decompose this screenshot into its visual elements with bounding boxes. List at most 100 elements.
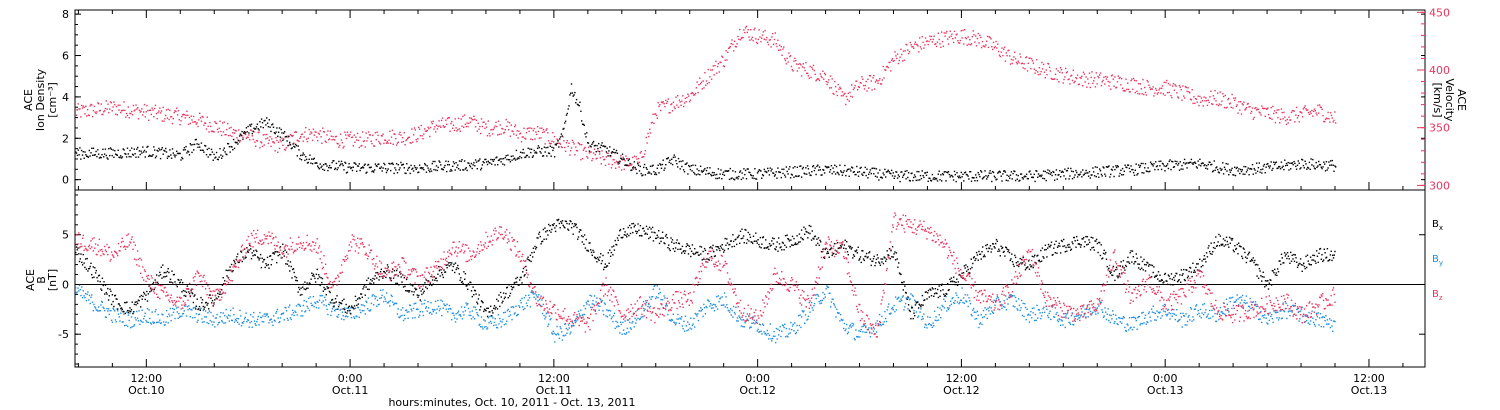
data-point xyxy=(1243,165,1245,168)
data-point xyxy=(1102,166,1104,168)
data-point xyxy=(104,284,107,286)
data-point xyxy=(1245,107,1248,109)
data-point xyxy=(829,171,831,173)
data-point xyxy=(1106,76,1108,78)
data-point xyxy=(128,117,130,119)
data-point xyxy=(640,150,642,153)
data-point xyxy=(861,326,863,328)
data-point xyxy=(205,301,208,304)
data-point xyxy=(209,121,211,124)
data-point xyxy=(258,131,260,133)
data-point xyxy=(412,170,415,172)
data-point xyxy=(761,34,764,36)
data-point xyxy=(673,154,675,156)
data-point xyxy=(1267,165,1270,167)
data-point xyxy=(1224,94,1226,97)
data-point xyxy=(1047,62,1049,65)
data-point xyxy=(1025,173,1028,175)
data-point xyxy=(123,101,125,103)
data-point xyxy=(1085,316,1087,318)
data-point xyxy=(730,43,732,45)
data-point xyxy=(1149,170,1151,172)
data-point xyxy=(513,133,515,135)
data-point xyxy=(1335,166,1337,168)
data-point xyxy=(1231,93,1233,96)
data-point xyxy=(805,61,807,64)
data-point xyxy=(1276,109,1278,111)
data-point xyxy=(989,170,991,172)
data-point xyxy=(804,173,806,175)
data-point xyxy=(1176,92,1178,94)
data-point xyxy=(947,308,950,311)
data-point xyxy=(739,171,741,173)
data-point xyxy=(1207,163,1209,166)
data-point xyxy=(1044,170,1046,173)
data-point xyxy=(245,256,247,259)
data-point xyxy=(862,331,864,333)
data-point xyxy=(993,299,995,302)
data-point xyxy=(833,302,835,305)
data-point xyxy=(684,330,686,332)
data-point xyxy=(1124,164,1126,166)
data-point xyxy=(869,75,872,77)
data-point xyxy=(1070,74,1073,76)
data-point xyxy=(1258,162,1260,164)
data-point xyxy=(630,169,632,172)
data-point xyxy=(480,326,482,328)
data-point xyxy=(1219,91,1221,93)
data-point xyxy=(600,144,602,146)
data-point xyxy=(991,180,993,183)
data-point xyxy=(1187,87,1189,89)
data-point xyxy=(970,313,972,316)
data-point xyxy=(321,165,323,167)
data-point xyxy=(1211,171,1214,173)
data-point xyxy=(1254,169,1256,171)
data-point xyxy=(736,176,738,178)
data-point xyxy=(1322,316,1324,318)
data-point xyxy=(349,312,351,314)
data-point xyxy=(1166,79,1168,82)
data-point xyxy=(693,171,695,174)
data-point xyxy=(553,332,555,334)
data-point xyxy=(208,322,210,325)
data-point xyxy=(1088,309,1090,311)
data-point xyxy=(333,138,335,141)
data-point xyxy=(1256,109,1258,111)
data-point xyxy=(340,318,343,320)
data-point xyxy=(573,325,575,327)
data-point xyxy=(698,310,700,312)
data-point xyxy=(926,40,928,42)
data-point xyxy=(725,50,727,52)
data-point xyxy=(183,147,186,149)
data-point xyxy=(561,339,564,341)
data-point xyxy=(237,253,239,255)
data-point xyxy=(831,298,833,300)
data-point xyxy=(1000,303,1002,306)
data-point xyxy=(364,313,366,315)
data-point xyxy=(662,159,664,161)
data-point xyxy=(458,128,461,130)
data-point xyxy=(244,131,246,133)
data-point xyxy=(340,308,342,310)
data-point xyxy=(712,174,714,176)
data-point xyxy=(176,311,178,313)
data-point xyxy=(131,147,133,149)
data-point xyxy=(1227,307,1229,310)
data-point xyxy=(509,161,512,163)
data-point xyxy=(723,304,725,306)
data-point xyxy=(564,334,567,336)
data-point xyxy=(674,107,676,110)
data-point xyxy=(914,41,917,43)
data-point xyxy=(587,142,590,144)
data-point xyxy=(1082,169,1084,171)
data-point xyxy=(395,302,398,305)
data-point xyxy=(217,158,219,161)
data-point xyxy=(462,115,464,118)
data-point xyxy=(166,117,169,119)
data-point xyxy=(205,128,208,130)
data-point xyxy=(684,163,686,165)
data-point xyxy=(210,311,212,314)
data-point xyxy=(77,287,79,289)
data-point xyxy=(1270,315,1272,318)
data-point xyxy=(541,148,543,150)
